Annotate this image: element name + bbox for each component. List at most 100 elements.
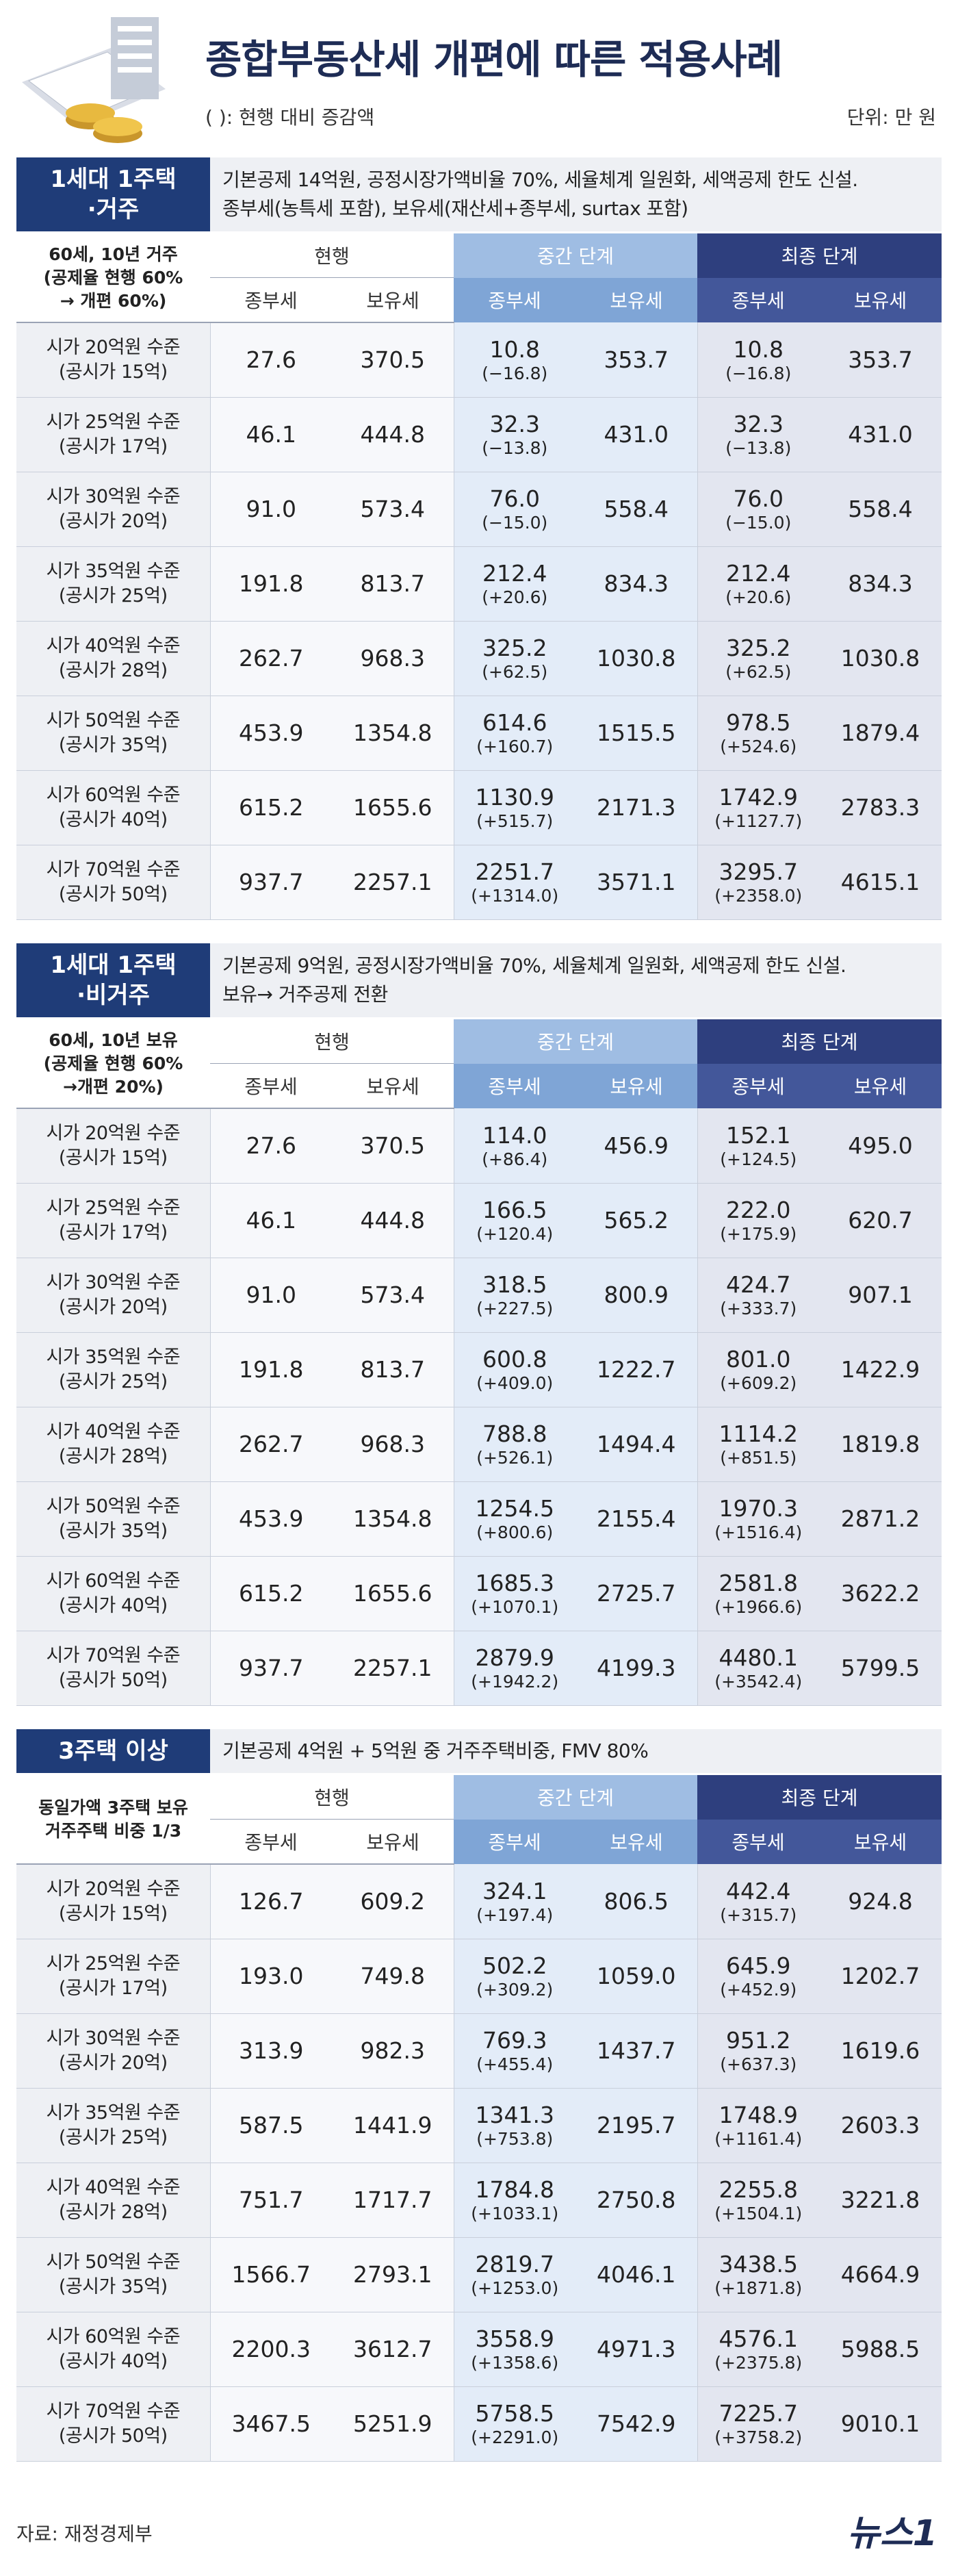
cell: 968.3 <box>332 1407 454 1482</box>
cell: 609.2 <box>332 1864 454 1939</box>
cell-value: 1748.9 <box>718 2102 798 2128</box>
data-row: 시가 70억원 수준 (공시가 50억) 937.7 2257.1 2251.7 (+13… <box>16 845 942 920</box>
cell-value: 1441.9 <box>353 2112 432 2139</box>
cell-value: 2879.9 <box>475 1644 554 1671</box>
column-header: 보유세 <box>332 1063 454 1109</box>
row-label: 시가 70억원 수준 (공시가 50억) <box>16 2386 210 2462</box>
cell: 1030.8 <box>819 621 942 696</box>
cell: 751.7 <box>209 2163 332 2238</box>
cell: 126.7 <box>209 1864 332 1939</box>
cell-value: 907.1 <box>848 1281 913 1308</box>
row-label-sub: (공시가 40억) <box>58 1595 168 1616</box>
cell: 4664.9 <box>819 2237 942 2312</box>
cell: 3295.7 (+2358.0) <box>697 845 820 920</box>
cell-change: (−13.8) <box>482 438 548 458</box>
cell: 645.9 (+452.9) <box>697 1939 820 2014</box>
row-label-main: 시가 70억원 수준 <box>46 2401 181 2422</box>
cell-value: 806.5 <box>604 1887 669 1915</box>
cell: 2819.7 (+1253.0) <box>453 2237 575 2312</box>
group-header-row: 동일가액 3주택 보유 거주주택 비중 1/3 현행 중간 단계 최종 단계 <box>16 1775 942 1865</box>
cell: 806.5 <box>575 1864 698 1939</box>
cell-value: 2257.1 <box>353 869 432 895</box>
row-label-sub: (공시가 50억) <box>58 2425 168 2447</box>
cell-value: 46.1 <box>246 421 296 448</box>
cell-change: (+452.9) <box>720 1980 797 2000</box>
cell-value: 609.2 <box>360 1888 425 1915</box>
cell-value: 2871.2 <box>840 1505 920 1532</box>
column-header: 보유세 <box>575 1063 698 1108</box>
row-label-sub: (공시가 28억) <box>58 2202 168 2223</box>
cell: 9010.1 <box>819 2386 942 2462</box>
cell-value: 1114.2 <box>718 1420 798 1447</box>
row-label: 시가 60억원 수준 (공시가 40억) <box>16 770 210 845</box>
cell: 91.0 <box>209 472 332 547</box>
cell: 4199.3 <box>575 1631 698 1706</box>
cell: 262.7 <box>209 1407 332 1482</box>
cell: 325.2 (+62.5) <box>453 621 575 696</box>
cell-value: 978.5 <box>726 709 791 736</box>
cell-value: 5251.9 <box>353 2410 432 2437</box>
cell: 587.5 <box>209 2088 332 2163</box>
corner-header: 60세, 10년 거주 (공제율 현행 60% → 개편 60%) <box>16 233 210 323</box>
cell-value: 5758.5 <box>475 2400 554 2427</box>
cell: 1515.5 <box>575 696 698 771</box>
row-label-main: 시가 40억원 수준 <box>46 635 181 656</box>
row-label: 시가 20억원 수준 (공시가 15억) <box>16 1108 210 1184</box>
cell-value: 1619.6 <box>840 2037 920 2064</box>
cell-value: 813.7 <box>360 570 425 597</box>
cell-change: (+309.2) <box>476 1980 554 2000</box>
cell-change: (+753.8) <box>476 2129 554 2149</box>
data-row: 시가 40억원 수준 (공시가 28억) 262.7 968.3 788.8 (+526.… <box>16 1407 942 1482</box>
cell-value: 573.4 <box>360 496 425 522</box>
cell: 262.7 <box>209 621 332 696</box>
cell-value: 565.2 <box>604 1207 669 1234</box>
row-label: 시가 40억원 수준 (공시가 28억) <box>16 621 210 696</box>
row-label: 시가 30억원 수준 (공시가 20억) <box>16 472 210 547</box>
cell: 1030.8 <box>575 621 698 696</box>
cell-value: 834.3 <box>604 570 669 597</box>
group-header: 중간 단계 <box>454 1775 698 1820</box>
cell-value: 1130.9 <box>475 784 554 811</box>
column-header: 종부세 <box>697 1819 820 1864</box>
row-label-sub: (공시가 17억) <box>58 1222 168 1243</box>
column-header: 종부세 <box>210 1819 332 1865</box>
cell-value: 222.0 <box>726 1197 791 1223</box>
cell-change: (+1161.4) <box>714 2129 803 2149</box>
cell-value: 614.6 <box>482 709 547 736</box>
corner-line: 60세, 10년 거주 <box>49 244 178 264</box>
group-header: 최종 단계 <box>697 1019 942 1064</box>
row-label-main: 시가 35억원 수준 <box>46 561 181 582</box>
cell-value: 573.4 <box>360 1281 425 1308</box>
cell: 2251.7 (+1314.0) <box>453 845 575 920</box>
cell-value: 444.8 <box>360 421 425 448</box>
cell-value: 751.7 <box>239 2186 304 2213</box>
column-header-row: 종부세 보유세 종부세 보유세 종부세 보유세 <box>16 1063 942 1109</box>
cell-value: 1422.9 <box>840 1356 920 1383</box>
cell: 558.4 <box>575 472 698 547</box>
section-label-line: ·거주 <box>87 196 140 223</box>
cell-value: 46.1 <box>246 1207 296 1234</box>
cell: 937.7 <box>209 1631 332 1706</box>
section-strip: 1세대 1주택 ·비거주 기본공제 9억원, 공정시장가액비율 70%, 세율체계 … <box>16 943 942 1019</box>
cell: 813.7 <box>332 1332 454 1407</box>
cell-value: 1685.3 <box>475 1570 554 1596</box>
corner-header: 동일가액 3주택 보유 거주주택 비중 1/3 <box>16 1775 210 1865</box>
cell: 769.3 (+455.4) <box>453 2013 575 2089</box>
cell-value: 324.1 <box>482 1877 547 1904</box>
cell: 1354.8 <box>332 1481 454 1557</box>
row-label: 시가 30억원 수준 (공시가 20억) <box>16 1258 210 1333</box>
data-row: 시가 25억원 수준 (공시가 17억) 46.1 444.8 166.5 (+120.4… <box>16 1183 942 1258</box>
row-label: 시가 60억원 수준 (공시가 40억) <box>16 1556 210 1631</box>
cell-value: 2750.8 <box>597 2186 676 2213</box>
cell: 1655.6 <box>332 770 454 845</box>
cell-value: 1030.8 <box>597 645 676 672</box>
cell-value: 2155.4 <box>597 1505 676 1532</box>
row-label-main: 시가 20억원 수준 <box>46 1123 181 1144</box>
row-label-sub: (공시가 25억) <box>58 2127 168 2148</box>
row-label: 시가 70억원 수준 (공시가 50억) <box>16 1631 210 1706</box>
cell-value: 325.2 <box>482 635 547 661</box>
cell-value: 91.0 <box>246 1281 296 1308</box>
cell: 982.3 <box>332 2013 454 2089</box>
corner-line: 거주주택 비중 1/3 <box>44 1820 182 1841</box>
cell: 453.9 <box>209 696 332 771</box>
